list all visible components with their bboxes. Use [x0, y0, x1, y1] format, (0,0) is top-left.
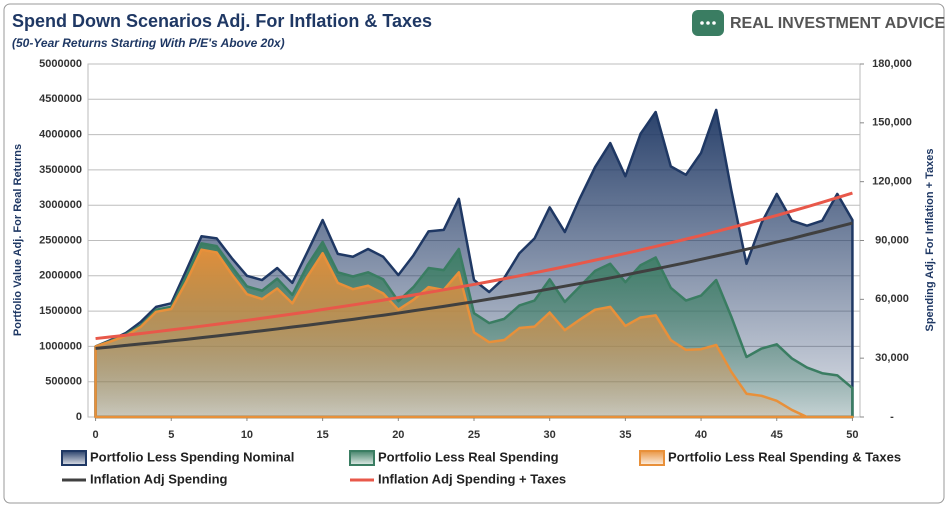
y-tick-label: 5000000	[39, 58, 82, 70]
logo-dot	[706, 21, 710, 25]
y2-tick-label: 120,000	[872, 176, 912, 188]
x-tick-label: 0	[93, 429, 99, 441]
y2-tick-label: 60,000	[875, 293, 909, 305]
legend-swatch	[61, 450, 87, 466]
y2-axis-label: Spending Adj. For Inflation + Taxes	[924, 148, 936, 331]
x-tick-label: 50	[846, 429, 858, 441]
line	[95, 221, 853, 350]
y-tick-label: 3000000	[39, 199, 82, 211]
y2-tick-label: 30,000	[875, 352, 909, 364]
x-tick-label: 40	[695, 429, 707, 441]
logo-dot	[700, 21, 704, 25]
y-tick-label: 4000000	[39, 129, 82, 141]
y2-tick-label: 150,000	[872, 117, 912, 129]
y2-tick-label: -	[890, 411, 894, 423]
y-tick-label: 4500000	[39, 93, 82, 105]
x-tick-label: 45	[771, 429, 783, 441]
line	[95, 191, 853, 341]
y-tick-label: 0	[76, 411, 82, 423]
area	[94, 248, 854, 419]
legend-label: Portfolio Less Spending Nominal	[90, 449, 294, 464]
x-tick-label: 10	[241, 429, 253, 441]
x-tick-label: 20	[392, 429, 404, 441]
logo-dot	[712, 21, 716, 25]
legend-label: Inflation Adj Spending	[90, 471, 228, 486]
y-tick-label: 2000000	[39, 270, 82, 282]
x-tick-label: 30	[544, 429, 556, 441]
legend-swatch	[639, 450, 665, 466]
y-tick-label: 2500000	[39, 234, 82, 246]
chart-title: Spend Down Scenarios Adj. For Inflation …	[12, 11, 432, 31]
x-tick-label: 35	[619, 429, 631, 441]
y2-tick-label: 180,000	[872, 58, 912, 70]
x-tick-label: 5	[168, 429, 174, 441]
legend-label: Portfolio Less Real Spending	[378, 449, 559, 464]
chart-subtitle: (50-Year Returns Starting With P/E's Abo…	[12, 36, 285, 50]
legend-swatch	[349, 450, 375, 466]
y-tick-label: 500000	[45, 376, 82, 388]
legend-label: Portfolio Less Real Spending & Taxes	[668, 449, 901, 464]
y-tick-label: 1500000	[39, 305, 82, 317]
y2-tick-label: 90,000	[875, 234, 909, 246]
x-tick-label: 25	[468, 429, 480, 441]
x-tick-label: 15	[317, 429, 329, 441]
y-tick-label: 3500000	[39, 164, 82, 176]
legend-label: Inflation Adj Spending + Taxes	[378, 471, 566, 486]
logo-text: REAL INVESTMENT ADVICE	[730, 15, 945, 32]
y-axis-label: Portfolio Value Adj. For Real Returns	[12, 144, 24, 336]
y-tick-label: 1000000	[39, 340, 82, 352]
